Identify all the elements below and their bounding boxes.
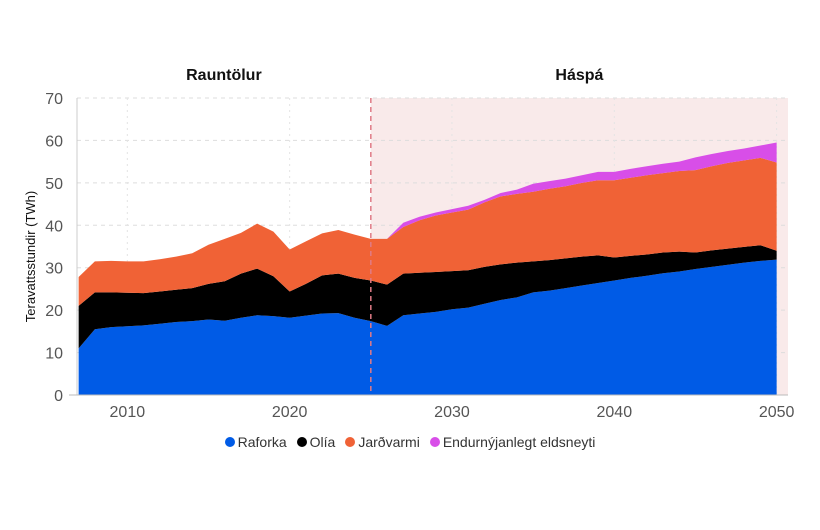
y-tick-label: 50: [45, 176, 63, 193]
area-series-2: [78, 157, 777, 306]
legend-swatch: [224, 437, 235, 447]
legend-swatch: [345, 437, 356, 447]
legend-item-raforka[interactable]: Raforka: [224, 434, 287, 450]
legend-swatch: [429, 437, 440, 447]
x-tick-label: 2030: [434, 404, 470, 421]
y-tick-label: 60: [45, 133, 63, 150]
x-tick-label: 2010: [110, 404, 146, 421]
legend-swatch: [296, 437, 307, 447]
legend-item-olia[interactable]: Olía: [296, 434, 336, 450]
x-tick-label: 2050: [759, 404, 795, 421]
legend-item-endurnyjanlegt[interactable]: Endurnýjanlegt eldsneyti: [429, 434, 596, 450]
legend: Raforka Olía Jarðvarmi Endurnýjanlegt el…: [0, 434, 820, 450]
y-tick-label: 30: [45, 261, 63, 278]
y-tick-label: 70: [45, 91, 63, 108]
legend-label: Olía: [309, 434, 336, 450]
region-label-haspa: Háspá: [555, 67, 603, 84]
y-axis-title: Teravattsstundir (TWh): [23, 191, 38, 322]
y-tick-label: 10: [45, 346, 63, 363]
x-tick-label: 2040: [597, 404, 633, 421]
legend-label: Raforka: [237, 434, 287, 450]
y-tick-label: 0: [54, 388, 63, 405]
legend-label: Jarðvarmi: [358, 434, 420, 450]
region-label-rauntolur: Rauntölur: [186, 67, 262, 84]
legend-item-jardvarmi[interactable]: Jarðvarmi: [345, 434, 420, 450]
y-tick-label: 40: [45, 218, 63, 235]
area-series-3: [78, 142, 777, 278]
x-tick-label: 2020: [272, 404, 308, 421]
legend-label: Endurnýjanlegt eldsneyti: [442, 434, 596, 450]
y-tick-label: 20: [45, 303, 63, 320]
area-series-0: [78, 259, 777, 395]
area-series-1: [78, 245, 777, 349]
